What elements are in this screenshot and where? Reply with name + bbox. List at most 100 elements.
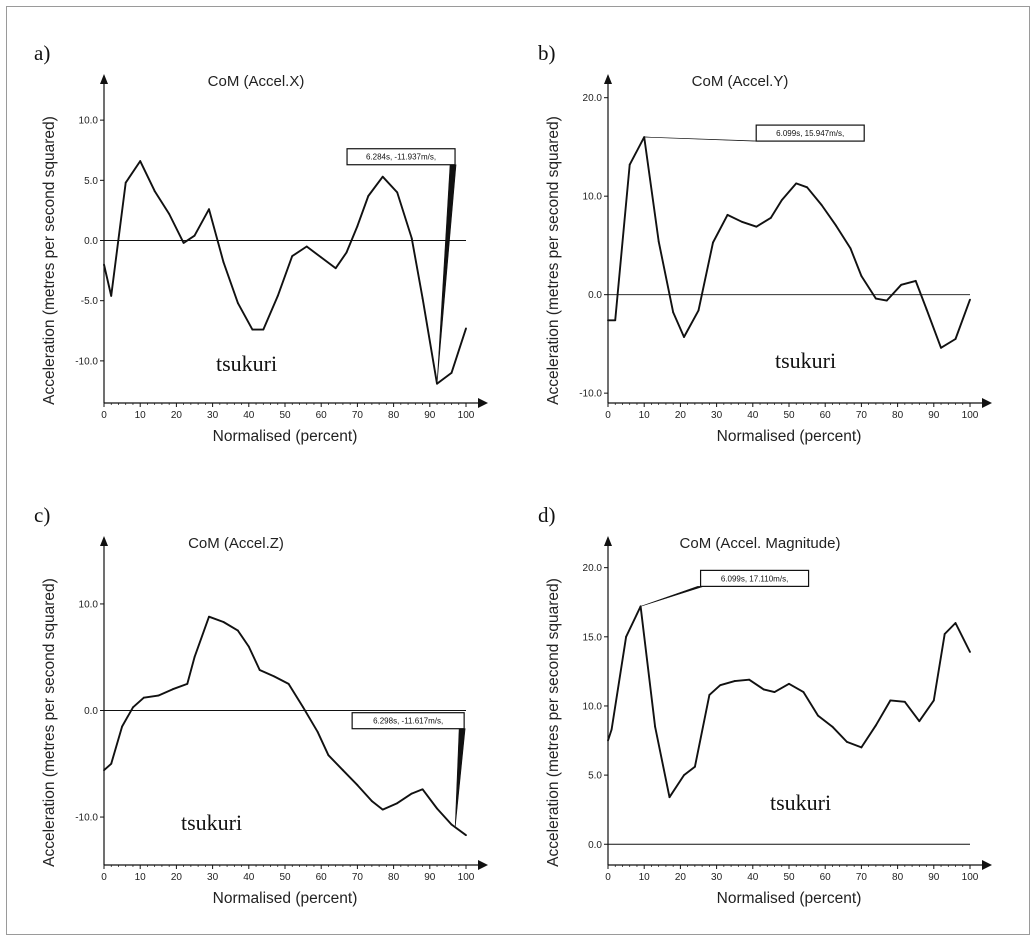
data-point <box>885 299 888 302</box>
x-tick-label: 10 <box>639 410 651 421</box>
x-tick-label: 80 <box>892 872 904 883</box>
data-point <box>465 834 467 837</box>
data-point <box>410 792 413 795</box>
data-point <box>780 199 783 202</box>
data-point <box>802 691 805 694</box>
data-point <box>762 688 765 691</box>
y-tick-label: -10.0 <box>75 356 98 367</box>
x-axis-arrow <box>478 860 488 870</box>
x-tick-label: 60 <box>316 872 328 883</box>
x-tick-label: 50 <box>279 872 291 883</box>
chart-d-svg: d) CoM (Accel. Magnitude) 0 10 20 30 40 50 60 70 8… <box>538 503 992 907</box>
data-point <box>806 186 808 189</box>
y-tick-label: 5.0 <box>588 771 602 782</box>
data-point <box>153 190 156 193</box>
x-tick-label: 80 <box>388 410 400 421</box>
data-point <box>708 693 711 696</box>
data-point <box>817 714 819 717</box>
data-point <box>273 675 276 678</box>
x-tick-label: 60 <box>316 410 328 421</box>
data-point <box>846 741 848 743</box>
x-tick-label: 40 <box>747 872 759 883</box>
annotation-box <box>346 148 456 166</box>
x-axis-arrow <box>478 398 488 408</box>
y-tick-label: 0.0 <box>84 236 98 247</box>
panel-letter: d) <box>538 503 556 527</box>
annotation-box <box>699 569 810 587</box>
x-tick-label: 30 <box>207 872 219 883</box>
data-point <box>755 225 758 228</box>
data-point <box>889 699 892 702</box>
annotation-text: 6.298s, -11.617m/s, <box>373 717 443 726</box>
data-point <box>421 788 424 791</box>
data-point <box>465 327 467 330</box>
annotation-leader <box>640 586 704 607</box>
data-point <box>925 308 928 311</box>
data-point <box>421 297 424 300</box>
data-point <box>874 724 877 727</box>
annotation-text: 6.099s, 17.110m/s, <box>721 574 788 583</box>
data-point <box>276 294 279 297</box>
data-point <box>237 302 239 304</box>
data-point <box>683 774 685 777</box>
y-tick-label: -10.0 <box>579 389 602 400</box>
y-tick-label: 0.0 <box>84 706 98 717</box>
y-tick-label: 0.0 <box>588 290 602 301</box>
x-tick-label: 30 <box>207 410 219 421</box>
x-tick-label: 40 <box>243 410 255 421</box>
annotation-leader <box>436 164 457 384</box>
y-tick-label: 0.0 <box>588 840 602 851</box>
data-point <box>132 706 134 709</box>
x-axis-label: Normalised (percent) <box>717 428 862 445</box>
data-point <box>668 796 671 799</box>
tsukuri-label: tsukuri <box>216 351 277 376</box>
data-point <box>305 245 308 248</box>
data-point <box>327 754 330 757</box>
annotation-text: 6.099s, 15.947m/s, <box>776 129 844 138</box>
x-tick-label: 90 <box>424 410 436 421</box>
data-point <box>222 261 225 264</box>
y-tick-label: 10.0 <box>79 599 99 610</box>
data-point <box>237 629 239 632</box>
data-point <box>258 669 261 671</box>
x-tick-label: 100 <box>962 872 979 883</box>
data-point <box>860 275 863 277</box>
data-point <box>657 240 660 243</box>
data-point <box>302 706 304 709</box>
data-point <box>342 769 344 772</box>
data-point <box>874 297 877 300</box>
panel-letter: b) <box>538 41 556 65</box>
x-tick-label: 70 <box>856 410 868 421</box>
y-axis-arrow <box>100 536 108 546</box>
data-point <box>788 682 790 685</box>
y-axis-arrow <box>100 74 108 84</box>
data-point <box>396 191 399 194</box>
x-tick-label: 100 <box>458 872 475 883</box>
chart-title: CoM (Accel.X) <box>208 73 305 90</box>
x-axis-label: Normalised (percent) <box>213 428 358 445</box>
data-point <box>795 182 798 185</box>
x-tick-label: 40 <box>747 410 759 421</box>
chart-panel-d: d) CoM (Accel. Magnitude) 0 10 20 30 40 50 60 70 8… <box>520 470 1030 930</box>
y-tick-label: 5.0 <box>84 176 98 187</box>
data-point <box>193 234 196 237</box>
data-point <box>969 298 971 301</box>
annotation-box <box>755 124 865 142</box>
data-point <box>770 216 772 219</box>
data-point <box>932 699 935 702</box>
data-point <box>693 765 696 768</box>
data-point <box>610 728 613 731</box>
data-point <box>381 808 384 811</box>
x-tick-label: 80 <box>892 410 904 421</box>
data-point <box>334 267 337 270</box>
data-point <box>262 328 265 331</box>
data-point <box>142 696 145 699</box>
y-tick-label: 15.0 <box>583 632 603 643</box>
y-tick-label: 10.0 <box>79 116 99 127</box>
data-point <box>320 256 323 259</box>
data-point <box>849 247 852 250</box>
data-point <box>316 730 319 733</box>
data-point <box>450 372 453 374</box>
data-point <box>943 633 946 635</box>
x-tick-label: 0 <box>101 410 107 421</box>
